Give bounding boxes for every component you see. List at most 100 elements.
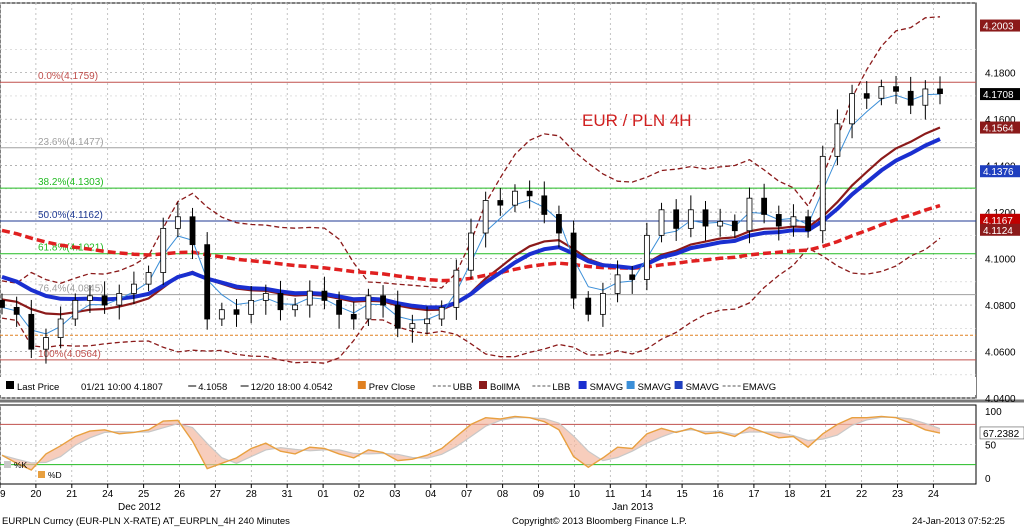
- osc-legend-d: %D: [48, 470, 62, 480]
- x-tick-label: 28: [246, 489, 258, 500]
- candle-body: [28, 313, 35, 350]
- candle-body: [907, 90, 914, 106]
- y-tick-label: 4.1600: [985, 115, 1016, 126]
- candle-body: [57, 318, 64, 338]
- candle-body: [218, 309, 225, 320]
- legend-item: EMAVG: [743, 382, 777, 393]
- candle-body: [658, 209, 665, 236]
- fib-label: 76.4%(4.0845): [38, 284, 104, 295]
- osc-legend-k-icon: [4, 461, 11, 468]
- candle-body: [629, 274, 636, 280]
- candle-body: [0, 300, 5, 308]
- lower-bollinger-band: [1, 237, 941, 364]
- x-tick-label: 20: [30, 489, 42, 500]
- price-label: 4.1376: [983, 167, 1014, 178]
- y-tick-label: 4.1200: [985, 208, 1016, 219]
- candle-body: [512, 190, 518, 206]
- candle-body: [453, 269, 460, 308]
- x-tick-label: 21: [66, 489, 78, 500]
- legend-icon: [578, 381, 587, 389]
- candle-body: [145, 272, 152, 285]
- x-tick-label: 07: [461, 489, 473, 500]
- oscillator-tick-label: 50: [985, 441, 997, 452]
- y-tick-label: 4.1000: [985, 255, 1016, 266]
- candle-body: [277, 293, 284, 311]
- price-label: 4.2003: [983, 22, 1014, 33]
- x-tick-label: 03: [389, 489, 401, 500]
- candle-body: [13, 306, 20, 315]
- x-tick-label: 22: [856, 489, 868, 500]
- candle-body: [43, 337, 49, 350]
- candle-body: [805, 216, 811, 232]
- footer-timestamp: 24-Jan-2013 07:52:25: [912, 516, 1005, 527]
- candle-body: [350, 313, 357, 320]
- candle-body: [687, 209, 694, 229]
- footer-ticker: EURPLN Curncy (EUR-PLN X-RATE) AT_EURPLN…: [2, 516, 290, 527]
- legend-item: 12/20 18:00 4.0542: [251, 382, 333, 393]
- price-label-bg: [980, 88, 1020, 101]
- candle-body: [497, 200, 504, 206]
- x-tick-label: 15: [677, 489, 689, 500]
- candle-body: [702, 209, 709, 227]
- candle-body: [189, 216, 196, 246]
- candle-body: [541, 195, 548, 215]
- candle-body: [262, 293, 269, 301]
- candle-body: [160, 227, 167, 273]
- x-tick-label: 08: [497, 489, 509, 500]
- price-label: 4.1124: [983, 226, 1013, 237]
- month-label: Jan 2013: [612, 502, 654, 513]
- x-tick-label: 25: [138, 489, 150, 500]
- candle-body: [365, 295, 372, 320]
- legend-icon: [626, 381, 635, 389]
- y-tick-label: 4.0400: [985, 394, 1016, 405]
- oscillator-tick-label: 100: [985, 407, 1002, 418]
- x-tick-label: 11: [605, 489, 616, 500]
- candle-body: [849, 93, 855, 125]
- candle-body: [717, 221, 724, 227]
- candle-body: [394, 304, 401, 329]
- legend-bg: [0, 377, 976, 395]
- candle-body: [673, 209, 680, 229]
- price-label-bg: [980, 19, 1020, 32]
- candle-body: [131, 283, 137, 294]
- legend-icon: [479, 381, 487, 389]
- price-label-bg: [980, 213, 1020, 226]
- x-tick-label: 10: [569, 489, 581, 500]
- x-tick-label: 18: [784, 489, 796, 500]
- osc-legend-k: %K: [14, 460, 28, 470]
- price-label-bg: [980, 165, 1020, 178]
- candle-body: [643, 234, 650, 280]
- candle-body: [72, 300, 79, 320]
- candle-body: [775, 214, 782, 227]
- candle-body: [424, 318, 430, 325]
- x-tick-label: 24: [928, 489, 940, 500]
- price-label-bg: [980, 223, 1020, 236]
- osc-legend-d-icon: [38, 471, 45, 478]
- legend-item: UBB: [453, 382, 473, 393]
- candle-body: [922, 88, 929, 106]
- x-tick-label: 04: [425, 489, 437, 500]
- candle-body: [585, 297, 592, 315]
- x-tick-label: 17: [748, 489, 760, 500]
- fib-label: 61.8%(4.1021): [38, 243, 104, 254]
- x-tick-label: 21: [820, 489, 832, 500]
- grid: [0, 2, 976, 484]
- x-tick-label: 01: [318, 489, 330, 500]
- legend-item: SMAVG: [590, 382, 624, 393]
- fib-label: 0.0%(4.1759): [38, 71, 98, 82]
- x-tick-label: 24: [102, 489, 114, 500]
- oscillator-d-line: [1, 416, 941, 464]
- candle-body: [101, 295, 108, 306]
- x-tick-label: 02: [353, 489, 365, 500]
- price-label-bg: [980, 121, 1020, 134]
- candle-body: [570, 232, 577, 299]
- candle-body: [556, 214, 562, 234]
- legend-item: 4.1058: [198, 382, 227, 393]
- smavg-line-thick: [1, 137, 941, 310]
- legend-icon: [357, 381, 366, 389]
- candle-body: [87, 295, 93, 301]
- fib-label: 100%(4.0564): [38, 349, 101, 360]
- candle-body: [116, 293, 123, 306]
- x-tick-label: 31: [282, 489, 294, 500]
